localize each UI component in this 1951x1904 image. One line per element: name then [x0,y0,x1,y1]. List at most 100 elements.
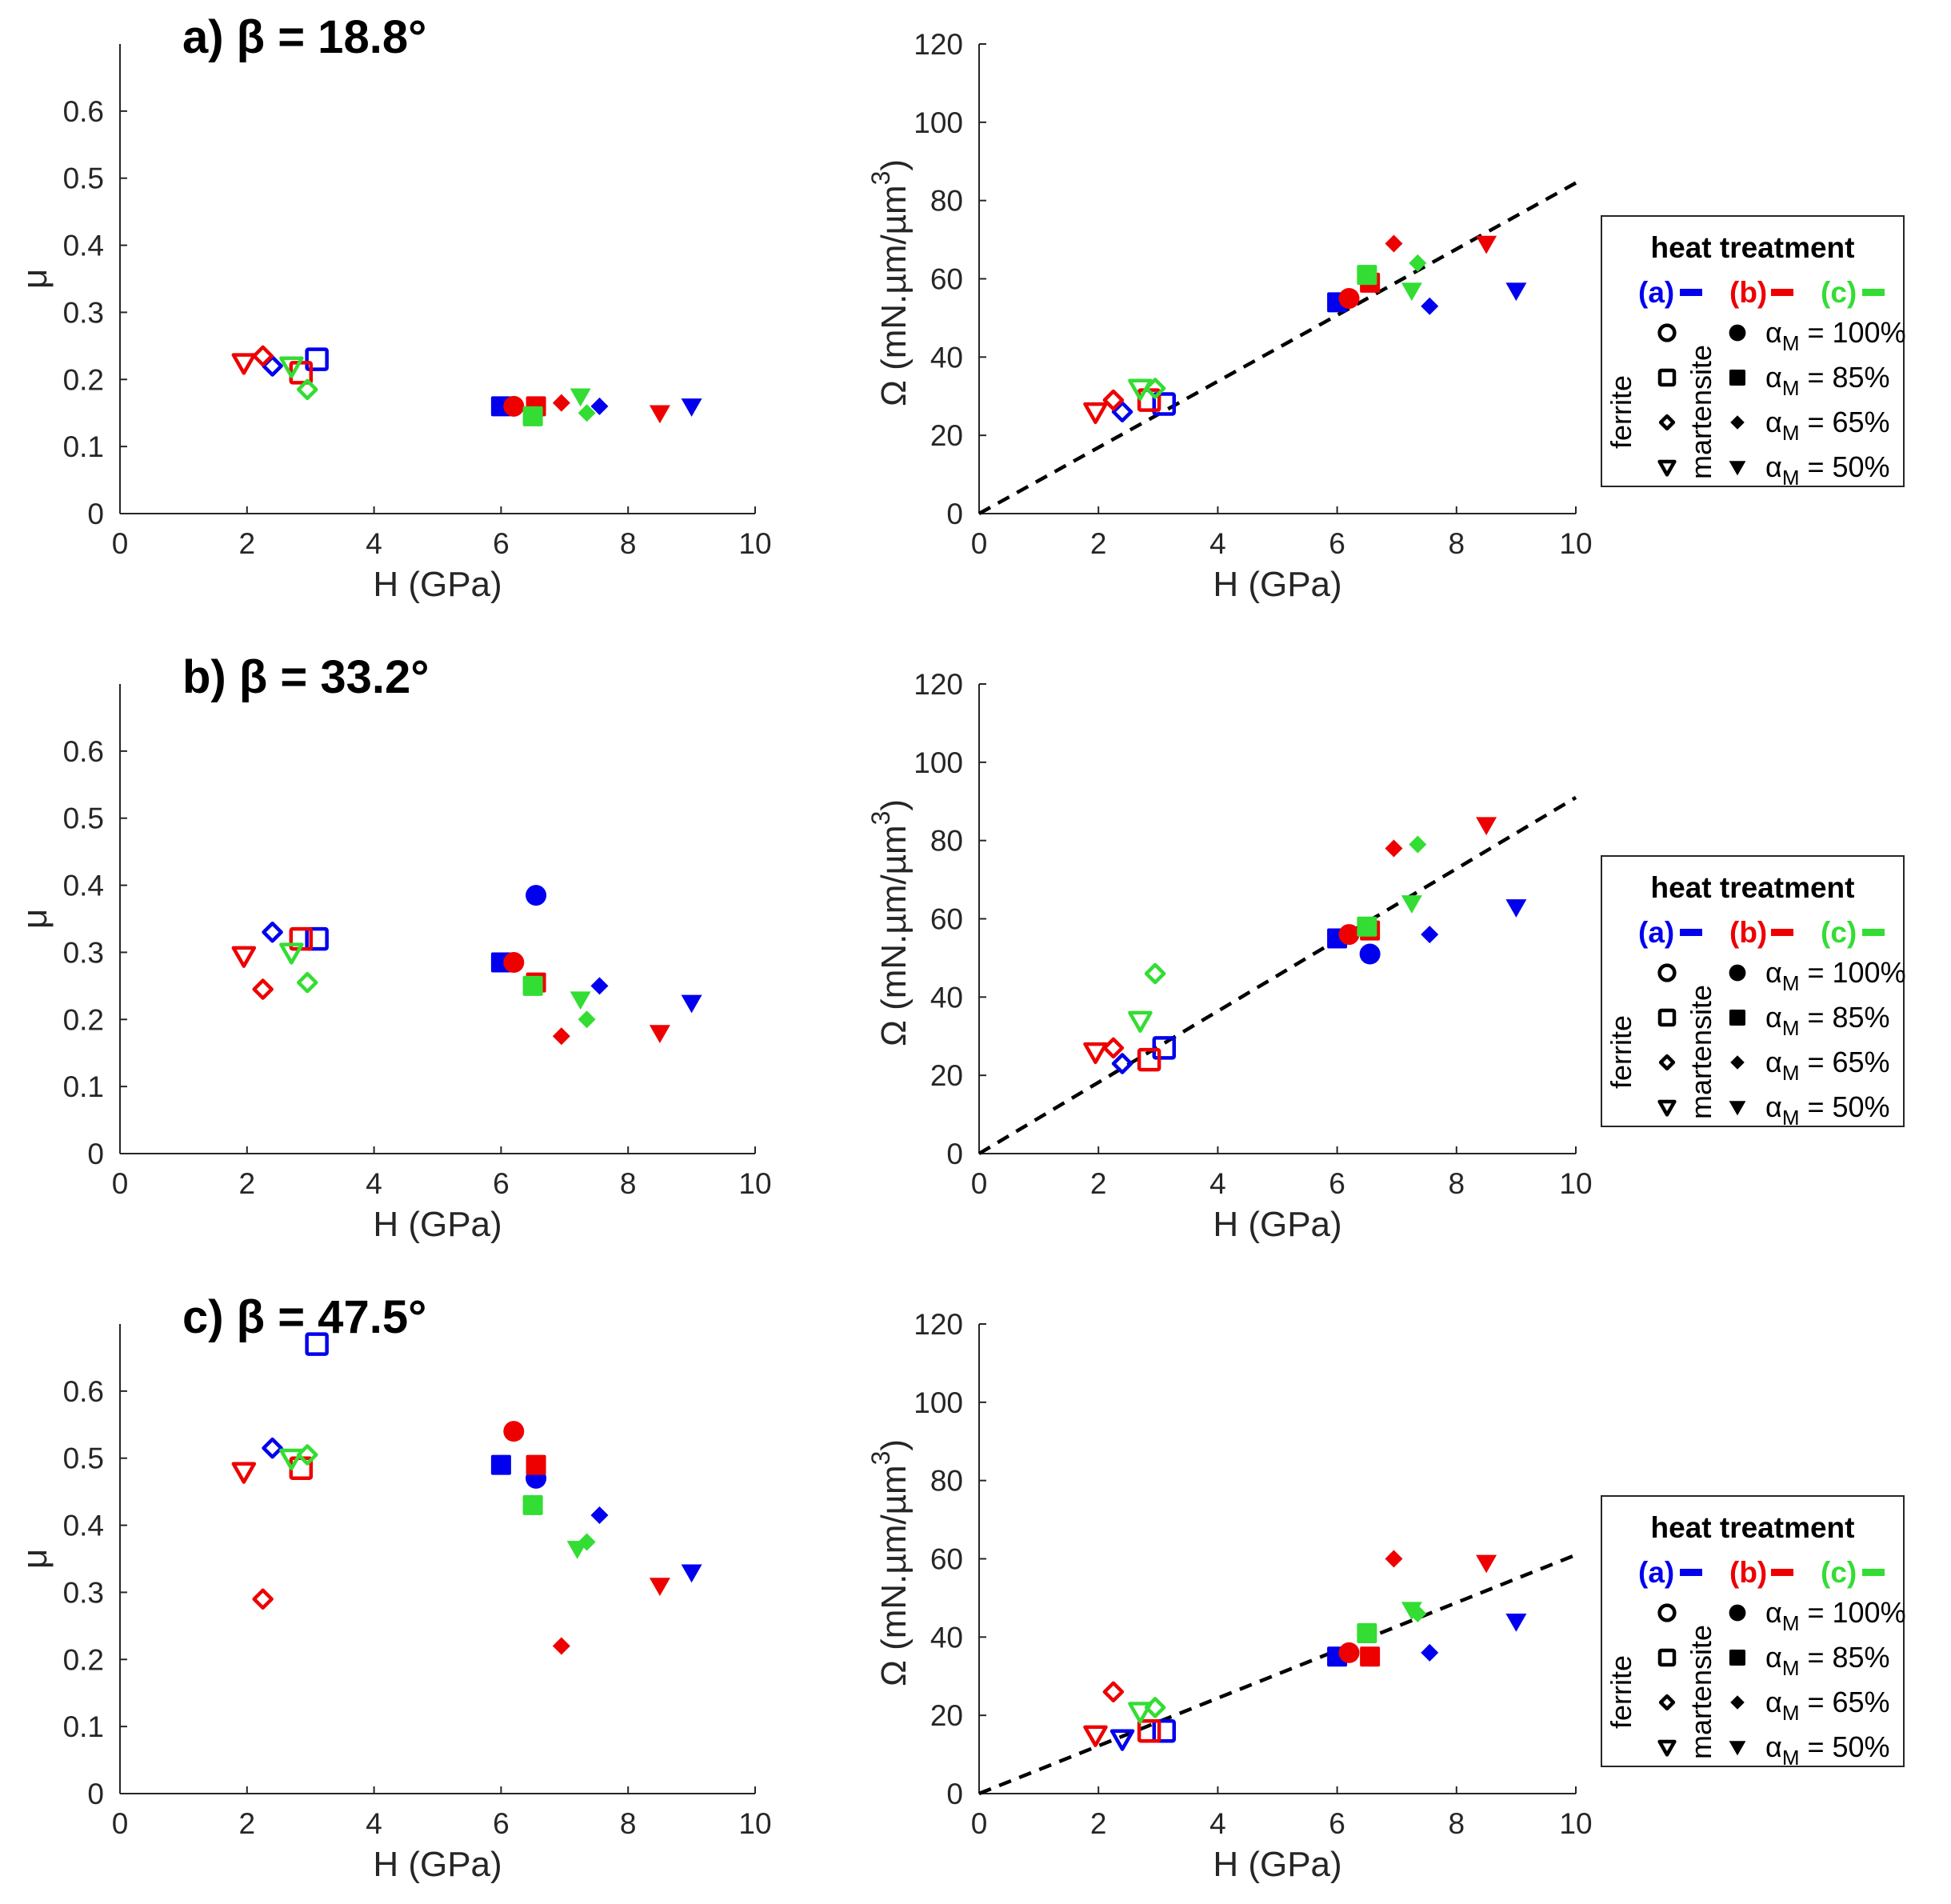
x-tick-label: 10 [1559,1167,1592,1200]
data-point-c-ferrite-diamond [296,378,318,401]
legend-alpha-sub: M [1782,1016,1800,1040]
y-tick-label: 100 [914,106,963,139]
data-point-c-martensite-square [1357,1622,1377,1643]
legend-row-value: = 100% [1799,316,1905,349]
x-tick-label: 6 [1329,527,1345,560]
legend-filled-triangle [1729,461,1746,476]
data-point-b-ferrite-diamond [252,978,274,1000]
data-point-a-martensite-triangle [681,398,702,417]
data-point-c-ferrite-triangle [279,356,304,378]
data-point-c-ferrite-diamond [296,1444,318,1466]
y-tick-label: 0 [946,498,963,530]
data-point-a-martensite-diamond [1421,297,1439,315]
x-tick-label: 4 [1209,1167,1226,1200]
y-tick-label: 0 [946,1778,963,1810]
data-point-c-ferrite-diamond [296,971,318,994]
data-point-a-martensite-diamond [1421,1643,1439,1662]
y-tick-label: 0.6 [63,1375,104,1408]
y-axis-label: μ [15,269,54,289]
x-tick-label: 10 [1559,1807,1592,1840]
legend-group-a: (a) [1638,916,1674,949]
data-point-b-martensite-circle [503,395,525,417]
legend-alpha: α [1765,1596,1782,1629]
data-point-c-ferrite-triangle [1128,1010,1153,1033]
data-point-b-martensite-triangle [649,1578,670,1597]
x-tick-label: 4 [366,1807,382,1840]
y-tick-label: 20 [930,419,963,452]
data-point-c-martensite-square [522,1494,543,1515]
legend-group-a: (a) [1638,1556,1674,1589]
data-point-a-ferrite-diamond [1111,401,1133,423]
legend-alpha: α [1765,450,1782,483]
y-tick-label: 0.1 [63,430,104,463]
data-point-a-martensite-triangle [681,1564,702,1583]
panel-title: b) β = 33.2° [182,651,429,703]
x-tick-label: 0 [112,1807,129,1840]
data-point-b-ferrite-triangle [231,1462,257,1484]
data-point-a-ferrite-square [1152,1718,1177,1743]
legend-row-value: = 65% [1799,406,1889,438]
x-tick-label: 8 [620,527,637,560]
data-point-c-ferrite-triangle [1128,1702,1153,1724]
legend-alpha-sub: M [1782,1656,1800,1680]
legend: heat treatment (a) (b) (c) ferrite martensite… [1601,215,1906,490]
data-point-c-martensite-diamond [578,1010,596,1029]
legend-row-value: = 50% [1799,1730,1889,1763]
legend-alpha: α [1765,406,1782,438]
data-point-a-martensite-square [490,1454,511,1475]
legend-row-value: = 100% [1799,956,1905,989]
legend-alpha: α [1765,1686,1782,1718]
legend-martensite-label: martensite [1685,985,1717,1119]
y-tick-label: 0 [87,1778,104,1810]
y-tick-label: 0.4 [63,230,104,262]
legend-row-label: αM = 50% [1765,1730,1890,1770]
legend: heat treatment (a) (b) (c) ferrite martensite… [1601,855,1906,1130]
legend-row-label: αM = 65% [1765,1046,1890,1085]
panel-b-mu: 0 2 4 6 8 10 0 0.1 0.2 0.3 0.4 0.5 0.6 H (GPa) μ b) β =… [15,651,772,1244]
y-axis-label: Ω (mN.µm/µm3) [866,1439,914,1686]
legend-row-label: αM = 65% [1765,406,1890,445]
legend-alpha: α [1765,1046,1782,1078]
y-tick-label: 80 [930,185,963,218]
data-point-c-martensite-diamond [578,404,596,422]
data-point-b-martensite-triangle [1476,235,1497,254]
data-point-a-ferrite-diamond [262,1437,283,1459]
x-tick-label: 0 [971,1807,988,1840]
x-tick-label: 10 [1559,527,1592,560]
x-axis-label: H (GPa) [1213,565,1341,604]
x-tick-label: 0 [112,1167,129,1200]
data-point-a-martensite-diamond [590,1506,609,1524]
legend-swatch-c [1862,289,1885,296]
y-tick-label: 120 [914,1308,963,1341]
data-point-c-martensite-triangle [570,991,591,1010]
data-point-b-ferrite-diamond [1102,1681,1125,1703]
y-tick-label: 20 [930,1059,963,1092]
data-point-b-ferrite-triangle [231,353,257,375]
data-point-b-ferrite-square [1137,1718,1161,1743]
y-axis-label: μ [15,909,54,929]
y-axis-label: μ [15,1549,54,1569]
y-axis-label-main: Ω (mN.µm/µm [874,1465,914,1686]
legend-row-label: αM = 100% [1765,956,1906,995]
x-tick-label: 8 [620,1167,637,1200]
y-axis-label: Ω (mN.µm/µm3) [866,159,914,406]
x-tick-label: 4 [366,527,382,560]
data-point-b-martensite-circle [1338,924,1360,946]
legend-alpha-sub: M [1782,971,1800,995]
legend-row-label: αM = 85% [1765,1001,1890,1040]
legend-alpha: α [1765,956,1782,989]
y-tick-label: 60 [930,263,963,296]
x-tick-label: 10 [738,1167,771,1200]
data-point-a-martensite-diamond [1421,926,1439,944]
legend-martensite-label: martensite [1685,1625,1717,1759]
data-point-b-martensite-diamond [1385,1550,1403,1568]
legend-group-c: (c) [1821,1556,1857,1589]
data-point-c-martensite-triangle [1401,895,1422,914]
legend-swatch-a [1680,289,1702,296]
y-tick-label: 0.3 [63,1576,104,1609]
legend-row-value: = 50% [1799,1090,1889,1123]
legend-hollow-square [1657,1008,1677,1027]
legend-ferrite-label: ferrite [1605,1655,1637,1729]
data-point-a-ferrite-square [305,347,329,371]
data-point-a-ferrite-diamond [1111,1053,1133,1074]
